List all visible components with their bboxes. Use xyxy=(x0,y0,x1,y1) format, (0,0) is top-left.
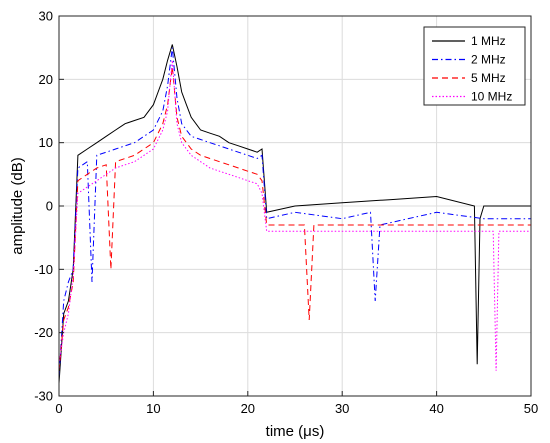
x-tick-label: 30 xyxy=(335,401,349,416)
series-line-1 xyxy=(58,44,531,384)
x-tick-label: 50 xyxy=(524,401,538,416)
x-tick-label: 10 xyxy=(146,401,160,416)
legend: 1 MHz 2 MHz 5 MHz 10 MHz xyxy=(423,26,526,106)
y-tick-label: 30 xyxy=(39,9,53,24)
y-axis-label: amplitude (dB) xyxy=(9,157,26,255)
x-axis-label: time (μs) xyxy=(266,423,325,440)
y-tick-label: -30 xyxy=(34,389,53,404)
series-group xyxy=(58,44,531,384)
legend-label: 2 MHz xyxy=(471,53,506,67)
series-line-4 xyxy=(58,60,531,371)
legend-box xyxy=(423,26,526,106)
legend-label: 5 MHz xyxy=(471,71,506,85)
x-tick-label: 0 xyxy=(55,401,62,416)
y-tick-label: 10 xyxy=(39,135,53,150)
y-tick-label: -10 xyxy=(34,262,53,277)
legend-label: 1 MHz xyxy=(471,34,506,48)
x-tick-label: 20 xyxy=(241,401,255,416)
x-tick-label: 40 xyxy=(429,401,443,416)
series-line-2 xyxy=(58,47,531,378)
legend-label: 10 MHz xyxy=(471,90,512,104)
y-tick-label: 20 xyxy=(39,72,53,87)
y-tick-label: -20 xyxy=(34,325,53,340)
tick-group: 0 10 20 30 40 50 -30 -20 -10 0 10 20 30 xyxy=(34,9,538,417)
y-tick-label: 0 xyxy=(46,199,53,214)
series-line-3 xyxy=(58,66,531,371)
